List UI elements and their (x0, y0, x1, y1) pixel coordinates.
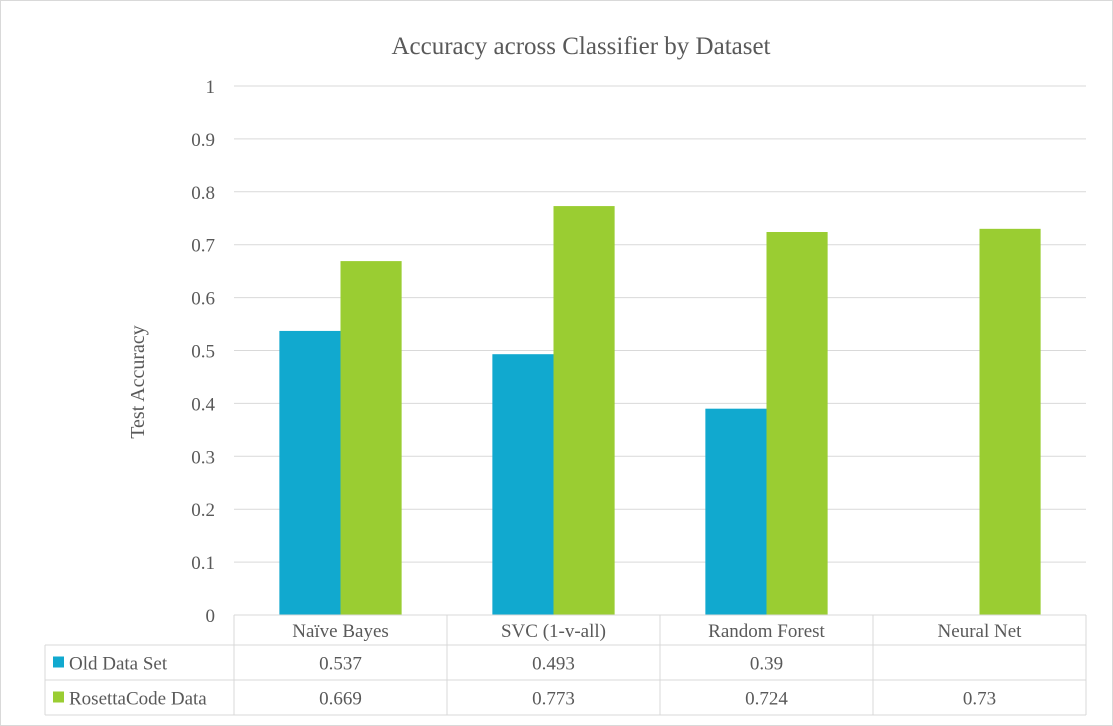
data-label: 0.537 (319, 654, 362, 675)
y-tick-label: 0.8 (191, 183, 215, 204)
data-label: 0.669 (319, 689, 362, 710)
category-label: Neural Net (938, 621, 1023, 642)
y-tick-label: 0 (206, 606, 216, 627)
y-tick-label: 1 (206, 77, 216, 98)
data-label: 0.39 (750, 654, 783, 675)
bar-old-data-set (492, 354, 554, 615)
bar-rosettacode-data (553, 206, 615, 615)
data-label: 0.724 (745, 689, 788, 710)
data-label: 0.73 (963, 689, 996, 710)
chart-title: Accuracy across Classifier by Dataset (391, 33, 770, 60)
bar-old-data-set (279, 330, 341, 615)
bar-rosettacode-data (340, 261, 402, 615)
category-label: SVC (1-v-all) (501, 621, 606, 642)
y-tick-label: 0.6 (191, 289, 215, 310)
y-tick-labels: 0 0.1 0.2 0.3 0.4 0.5 0.6 0.7 0.8 0.9 1 (191, 77, 215, 627)
legend-key (53, 691, 64, 703)
bar-rosettacode-data (979, 228, 1041, 615)
data-label: 0.773 (532, 689, 575, 710)
category-label: Naïve Bayes (292, 621, 389, 642)
legend-key (53, 656, 64, 668)
y-tick-label: 0.4 (191, 394, 215, 415)
y-tick-label: 0.1 (191, 553, 215, 574)
y-tick-label: 0.9 (191, 130, 215, 151)
bar-rosettacode-data (766, 232, 828, 615)
legend-label: Old Data Set (69, 654, 168, 675)
y-tick-label: 0.7 (191, 236, 215, 257)
legend-label: RosettaCode Data (69, 689, 207, 710)
y-tick-label: 0.5 (191, 342, 215, 363)
y-tick-label: 0.3 (191, 447, 215, 468)
y-axis-label: Test Accuracy (127, 325, 149, 439)
y-tick-label: 0.2 (191, 500, 215, 521)
category-label: Random Forest (708, 621, 825, 642)
data-table: Naïve Bayes SVC (1-v-all) Random Forest Neu… (44, 614, 1087, 716)
data-label: 0.493 (532, 654, 575, 675)
bars (279, 206, 1041, 615)
bar-old-data-set (705, 408, 767, 615)
